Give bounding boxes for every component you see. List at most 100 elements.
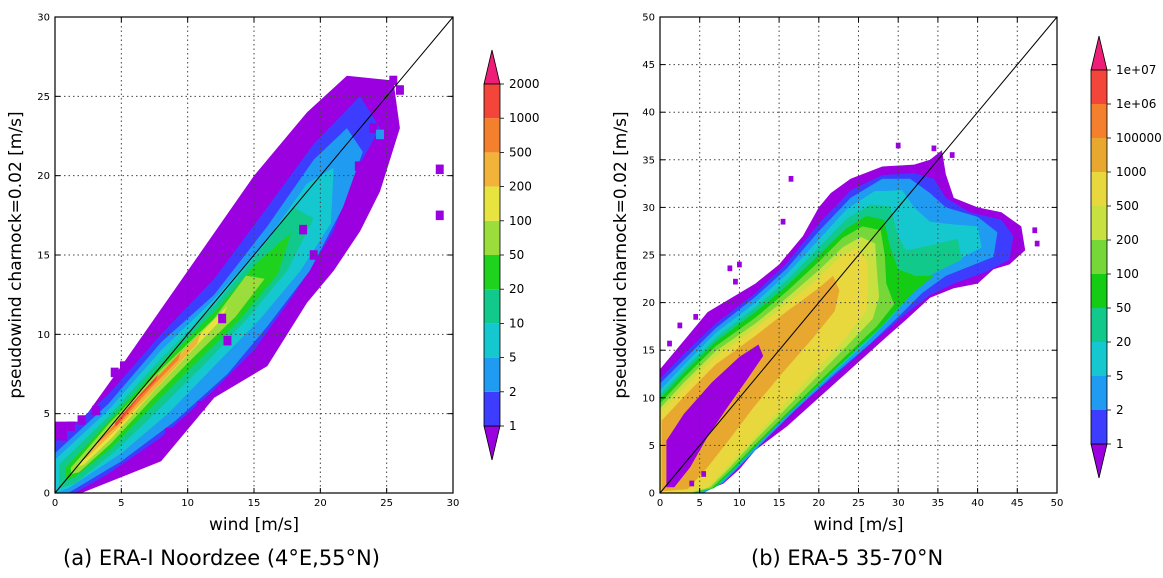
diagonal-line-a [54,16,454,494]
scatter-cell-b-12 [1034,240,1040,247]
scatter-cell-b-9 [895,142,901,149]
scatter-cell-a-7 [336,228,345,238]
colorbar-label-b-7: 500 [1116,199,1139,213]
scatter-cell-a-5 [435,210,444,221]
y-tick-label-b-3: 15 [642,346,655,357]
scatter-cell-a-18 [92,405,101,416]
x-tick-label-b-10: 50 [1051,498,1064,509]
colorbar-swatch-b-4 [1091,308,1107,342]
colorbar-swatch-a-6 [484,220,500,255]
x-tick-label-a-0: 0 [52,498,58,509]
colorbar-swatch-a-4 [484,289,500,324]
y-tick-label-b-2: 10 [642,393,655,404]
colorbar-label-b-0: 1 [1116,437,1124,451]
colorbar-top-arrow-b [1090,35,1108,71]
x-axis-label-b: wind [m/s] [813,515,903,535]
colorbar-swatch-b-11 [1091,70,1107,104]
colorbar-swatch-b-8 [1091,172,1107,206]
scatter-cell-a-3 [369,123,378,133]
colorbar-swatch-a-10 [484,84,500,119]
density-band-a-10 [114,374,159,427]
x-tick-label-a-5: 25 [380,498,393,509]
y-tick-label-a-5: 25 [37,92,50,103]
y-tick-label-b-4: 20 [642,298,655,309]
scatter-cell-a-20 [165,427,174,438]
colorbar-label-a-3: 10 [509,316,524,330]
scatter-cell-a-9 [299,224,308,235]
colorbar-label-a-5: 50 [509,248,524,262]
colorbar-label-b-8: 1000 [1116,165,1147,179]
scatter-cell-a-11 [376,129,385,140]
scatter-cell-a-15 [110,367,119,378]
x-tick-label-a-2: 10 [181,498,194,509]
scatter-cell-a-10 [354,161,363,171]
y-tick-label-a-6: 30 [37,13,50,24]
figure-a: 0 5 10 15 20 25 30 0 5 10 15 20 25 30 wind [m/s] pseudo… [0,0,560,578]
scatter-cell-a-12 [223,335,232,346]
colorbar-label-a-10: 2000 [509,77,540,91]
caption-b: (b) ERA-5 35-70°N [751,546,944,570]
colorbar-label-a-0: 1 [509,419,517,433]
scatter-cell-b-11 [1032,227,1038,234]
colorbar-bottom-arrow-b [1090,443,1108,479]
colorbar-swatch-b-2 [1091,376,1107,410]
figure-b: 0 5 10 15 20 25 30 35 40 45 50 0 5 10 15 20 25 30 35 40 45 50… [580,0,1163,578]
colorbar-swatch-a-2 [484,357,500,392]
colorbar-swatch-a-9 [484,118,500,153]
colorbar-bottom-arrow-a [483,425,501,461]
x-tick-label-b-1: 5 [697,498,703,509]
colorbar-label-a-4: 20 [509,282,524,296]
y-axis-label-b: pseudowind charnock=0.02 [m/s] [611,111,631,398]
x-tick-label-a-4: 20 [314,498,327,509]
colorbar-label-a-6: 100 [509,214,532,228]
scatter-cell-b-14 [701,471,707,477]
colorbar-swatch-b-10 [1091,104,1107,138]
y-tick-label-a-2: 10 [37,330,50,341]
y-tick-label-b-5: 25 [642,251,655,262]
y-tick-label-b-0: 0 [649,489,655,500]
y-tick-label-b-10: 50 [642,13,655,24]
scatter-cell-b-10 [949,152,955,158]
scatter-cell-a-13 [218,313,227,324]
scatter-cell-b-13 [689,480,695,487]
colorbar-label-b-5: 100 [1116,267,1139,281]
density-layer-a [55,75,444,493]
diagonal-line-b [659,16,1058,494]
colorbar-label-b-6: 200 [1116,233,1139,247]
colorbar-label-b-10: 1e+06 [1116,97,1156,111]
y-tick-label-b-9: 45 [642,60,655,71]
colorbar-label-a-9: 1000 [509,111,540,125]
density-band-b-11 [677,433,702,474]
x-tick-label-a-3: 15 [248,498,261,509]
scatter-cell-a-17 [77,415,86,425]
colorbar-label-a-2: 5 [509,351,517,365]
x-axis-label-a: wind [m/s] [209,515,299,535]
scatter-cell-b-6 [693,314,699,320]
chart-b: 0 5 10 15 20 25 30 35 40 45 5005101520253035404550… [611,13,1162,536]
scatter-cell-b-0 [788,175,794,182]
scatter-cell-a-16 [66,421,75,432]
colorbar-label-a-8: 500 [509,145,532,159]
x-tick-label-a-6: 30 [447,498,460,509]
y-tick-label-b-6: 30 [642,203,655,214]
density-layer-b [660,142,1040,493]
colorbar-swatch-b-1 [1091,410,1107,444]
colorbar-label-b-1: 2 [1116,403,1124,417]
colorbar-top-arrow-a [483,49,501,85]
x-tick-label-b-4: 20 [812,498,825,509]
colorbar-swatch-b-7 [1091,206,1107,240]
scatter-cell-a-8 [309,250,318,260]
colorbar-swatch-a-5 [484,255,500,290]
scatter-cell-b-5 [677,322,683,329]
x-tick-label-b-9: 45 [1011,498,1024,509]
colorbar-label-a-1: 2 [509,385,517,399]
colorbar-swatch-b-9 [1091,138,1107,172]
x-tick-label-b-3: 15 [773,498,786,509]
colorbar-frame-b [1090,69,1108,445]
y-tick-label-a-3: 15 [37,251,50,262]
y-tick-label-a-0: 0 [44,489,50,500]
colorbar-swatch-a-3 [484,323,500,358]
scatter-cell-a-0 [389,75,398,86]
scatter-cell-a-4 [435,164,444,175]
